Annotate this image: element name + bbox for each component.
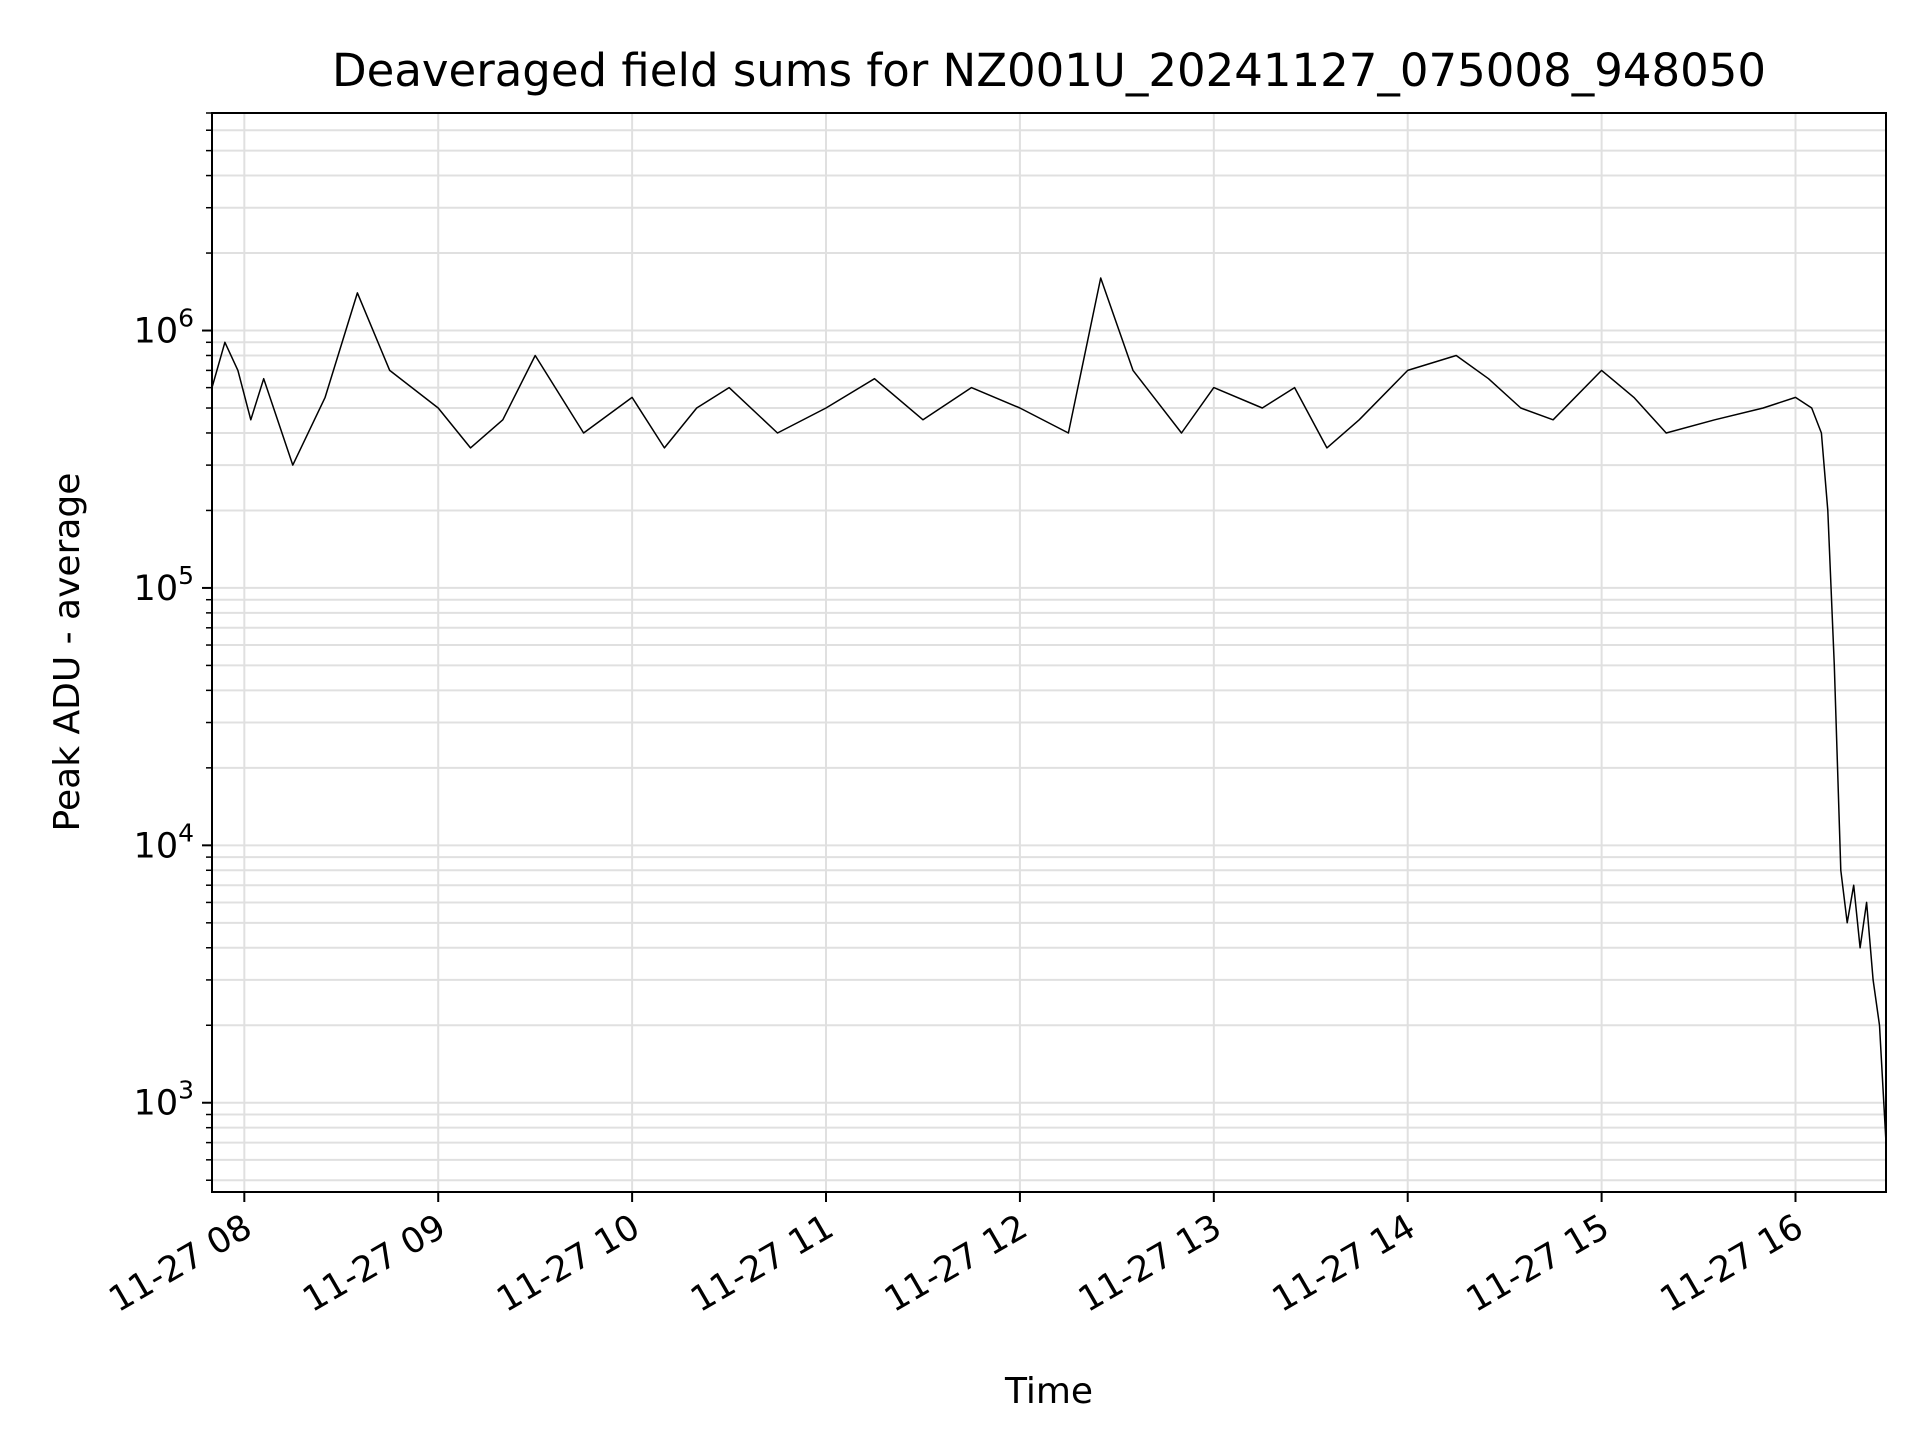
y-tick-label: 106: [134, 304, 194, 352]
y-tick-exponent: 6: [178, 304, 194, 333]
y-axis-label: Peak ADU - average: [47, 473, 88, 832]
y-tick-label: 105: [134, 561, 194, 609]
y-tick-label: 103: [134, 1076, 194, 1124]
minor-grid: [212, 112, 1886, 1182]
y-tick-exponent: 4: [178, 818, 194, 847]
y-tick-label: 104: [134, 818, 194, 866]
y-tick-exponent: 3: [178, 1076, 194, 1105]
plot-frame: [211, 112, 1887, 1193]
y-tick-base: 10: [134, 826, 179, 866]
y-tick-base: 10: [134, 569, 179, 609]
series-layer: [211, 277, 1887, 1143]
y-tick-base: 10: [134, 312, 179, 352]
y-tick-exponent: 5: [178, 561, 194, 590]
x-axis-label: Time: [1004, 1371, 1093, 1412]
major-grid: [212, 113, 1886, 1192]
series-line: [211, 277, 1887, 1143]
y-tick-base: 10: [134, 1084, 179, 1124]
chart-title: Deaveraged field sums for NZ001U_2024112…: [332, 44, 1766, 97]
